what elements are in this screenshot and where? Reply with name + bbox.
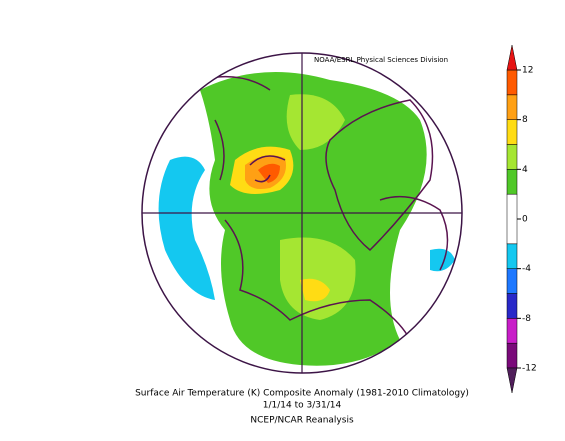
colorbar-segment <box>506 144 518 170</box>
colorbar-tick-label: -8 <box>522 314 531 324</box>
colorbar-tick-label: 12 <box>522 66 533 76</box>
colorbar-tick-label: 8 <box>522 115 528 125</box>
colorbar-segment <box>506 119 518 145</box>
caption: Surface Air Temperature (K) Composite An… <box>135 389 469 399</box>
caption: 1/1/14 to 3/31/14 <box>263 401 342 411</box>
colorbar-segment <box>506 293 518 319</box>
colorbar-segment <box>506 193 518 245</box>
colorbar-segment <box>506 342 518 369</box>
colorbar-segment <box>506 69 518 96</box>
colorbar-tick-label: 4 <box>522 165 528 175</box>
colorbar-tick-label: 0 <box>522 215 528 225</box>
colorbar-segment <box>506 94 518 120</box>
colorbar-tick-label: -4 <box>522 264 531 274</box>
colorbar-segment <box>506 268 518 294</box>
colorbar-over <box>506 44 518 71</box>
colorbar-tick-label: -12 <box>522 364 537 374</box>
colorbar-under <box>506 367 518 394</box>
colorbar-segment <box>506 243 518 269</box>
colorbar-segment <box>506 169 518 195</box>
colorbar-segment <box>506 318 518 344</box>
credit: NOAA/ESRL Physical Sciences Division <box>314 56 448 64</box>
caption: NCEP/NCAR Reanalysis <box>250 416 354 426</box>
